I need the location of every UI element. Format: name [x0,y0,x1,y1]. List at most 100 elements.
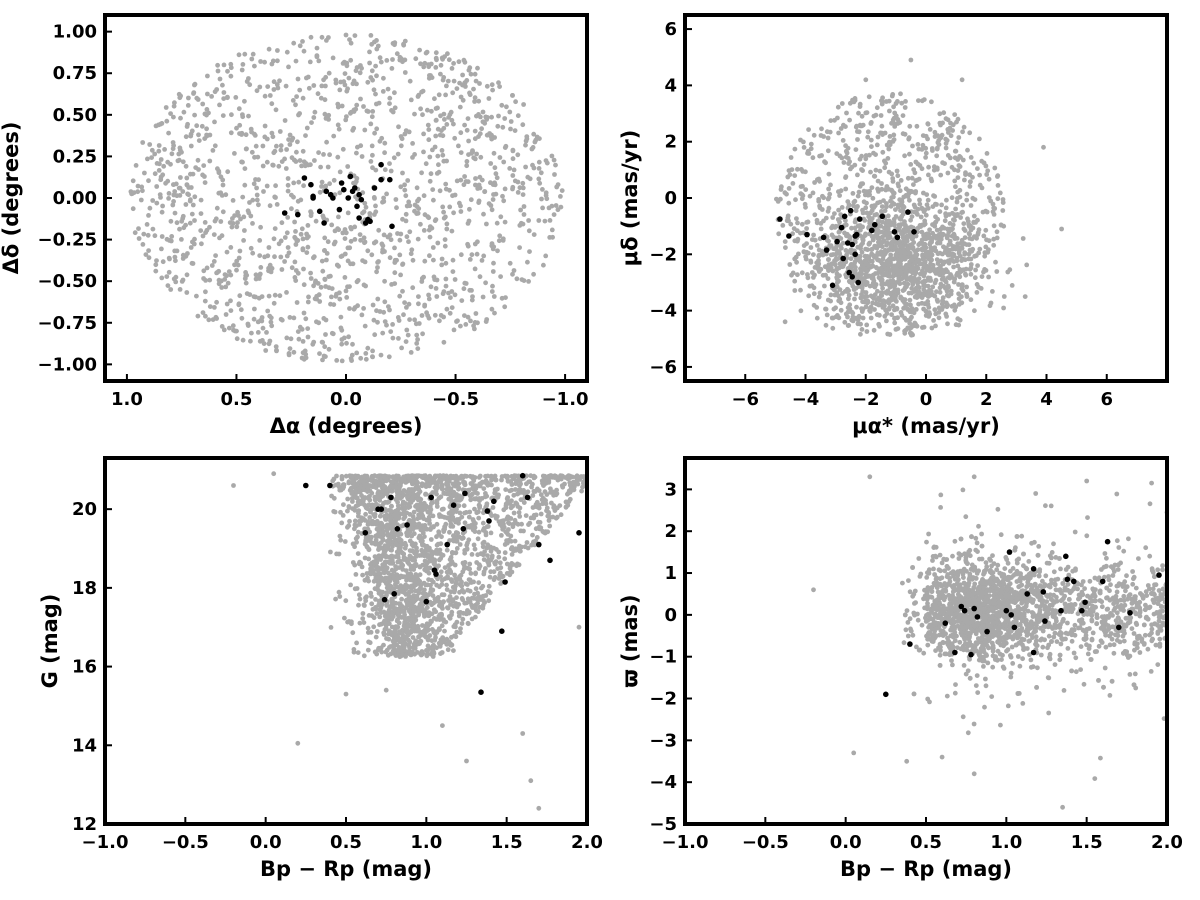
field-star-point [368,121,374,127]
field-star-point [243,132,249,138]
field-star-point [404,305,409,310]
field-star-point [789,167,795,173]
field-star-point [198,228,204,234]
field-star-point [924,202,930,208]
member-star-point [846,269,852,276]
field-star-point [384,58,390,63]
field-star-point [853,316,859,321]
field-star-point [360,572,365,578]
field-star-point [498,214,504,220]
field-star-point [159,209,165,215]
field-star-point [856,110,861,116]
field-star-point [340,146,346,152]
field-star-point [319,83,325,89]
field-star-point [934,289,939,295]
field-star-point [473,311,479,316]
field-star-point [444,122,450,127]
field-star-point [971,234,977,240]
field-star-point [444,547,450,553]
field-star-point [510,148,516,154]
field-star-point [991,242,997,248]
field-star-point [348,57,354,63]
field-star-point [492,310,497,316]
field-star-point [291,315,297,321]
field-star-point [535,519,541,525]
field-star-point [335,154,341,160]
field-star-point [983,244,989,250]
field-star-point [377,614,383,620]
field-star-point [264,159,270,165]
field-star-point [285,176,291,181]
field-star-point [323,332,328,337]
field-star-point [843,218,848,224]
field-star-point [397,252,403,258]
field-star-point [401,41,406,47]
field-star-point [783,245,788,251]
field-star-point [214,316,220,321]
field-star-point [201,163,207,169]
member-star-point [838,224,845,231]
field-star-point [348,225,353,230]
field-star-point [381,199,387,204]
field-star-point [494,220,500,226]
field-star-point [408,97,414,103]
field-star-point [305,334,311,340]
field-star-point [843,175,848,181]
field-star-point [493,515,499,521]
field-star-point [843,222,849,228]
field-star-point [160,259,166,265]
field-star-point [284,49,290,55]
field-star-point [883,307,888,313]
field-star-point [233,95,239,100]
field-star-point [447,187,452,193]
field-star-point [265,308,271,314]
field-star-point [971,219,977,225]
field-star-point [914,211,920,216]
field-star-point [400,288,405,294]
field-star-point [230,323,236,329]
field-star-point [205,73,210,79]
field-star-point [901,280,907,286]
field-star-point [914,177,920,183]
field-star-point [236,213,241,218]
field-star-point [818,226,824,232]
field-star-point [948,133,954,139]
field-star-point [277,78,282,84]
field-star-point [878,266,884,271]
field-star-point [177,95,183,101]
field-star-point [968,256,974,262]
field-star-point [274,202,280,207]
field-star-point [406,301,412,307]
field-star-point [530,145,536,150]
field-star-point [344,114,349,119]
field-star-point [416,206,422,212]
field-star-point [294,300,300,305]
field-star-point [449,66,455,71]
field-star-point [180,189,186,194]
field-star-point [199,241,204,247]
field-star-point [345,210,351,216]
field-star-point [165,283,171,288]
field-star-point [959,237,965,243]
field-star-point [390,57,395,62]
field-star-point [893,207,898,213]
field-star-point [409,584,414,589]
field-star-point [308,276,314,281]
field-star-point [443,283,449,289]
field-star-point [414,341,420,346]
field-star-point [945,170,951,176]
field-star-point [848,256,854,262]
member-star-point [356,191,362,198]
field-star-point [470,294,475,299]
field-star-point [833,251,839,257]
field-star-point [400,170,405,176]
field-star-point [418,638,424,644]
field-star-point [861,162,867,168]
field-star-point [977,136,982,142]
field-star-point [434,491,439,497]
field-star-point [262,93,268,99]
field-star-point [815,177,820,183]
field-star-point [295,329,301,334]
field-star-point [472,95,478,101]
field-star-point [843,186,849,192]
